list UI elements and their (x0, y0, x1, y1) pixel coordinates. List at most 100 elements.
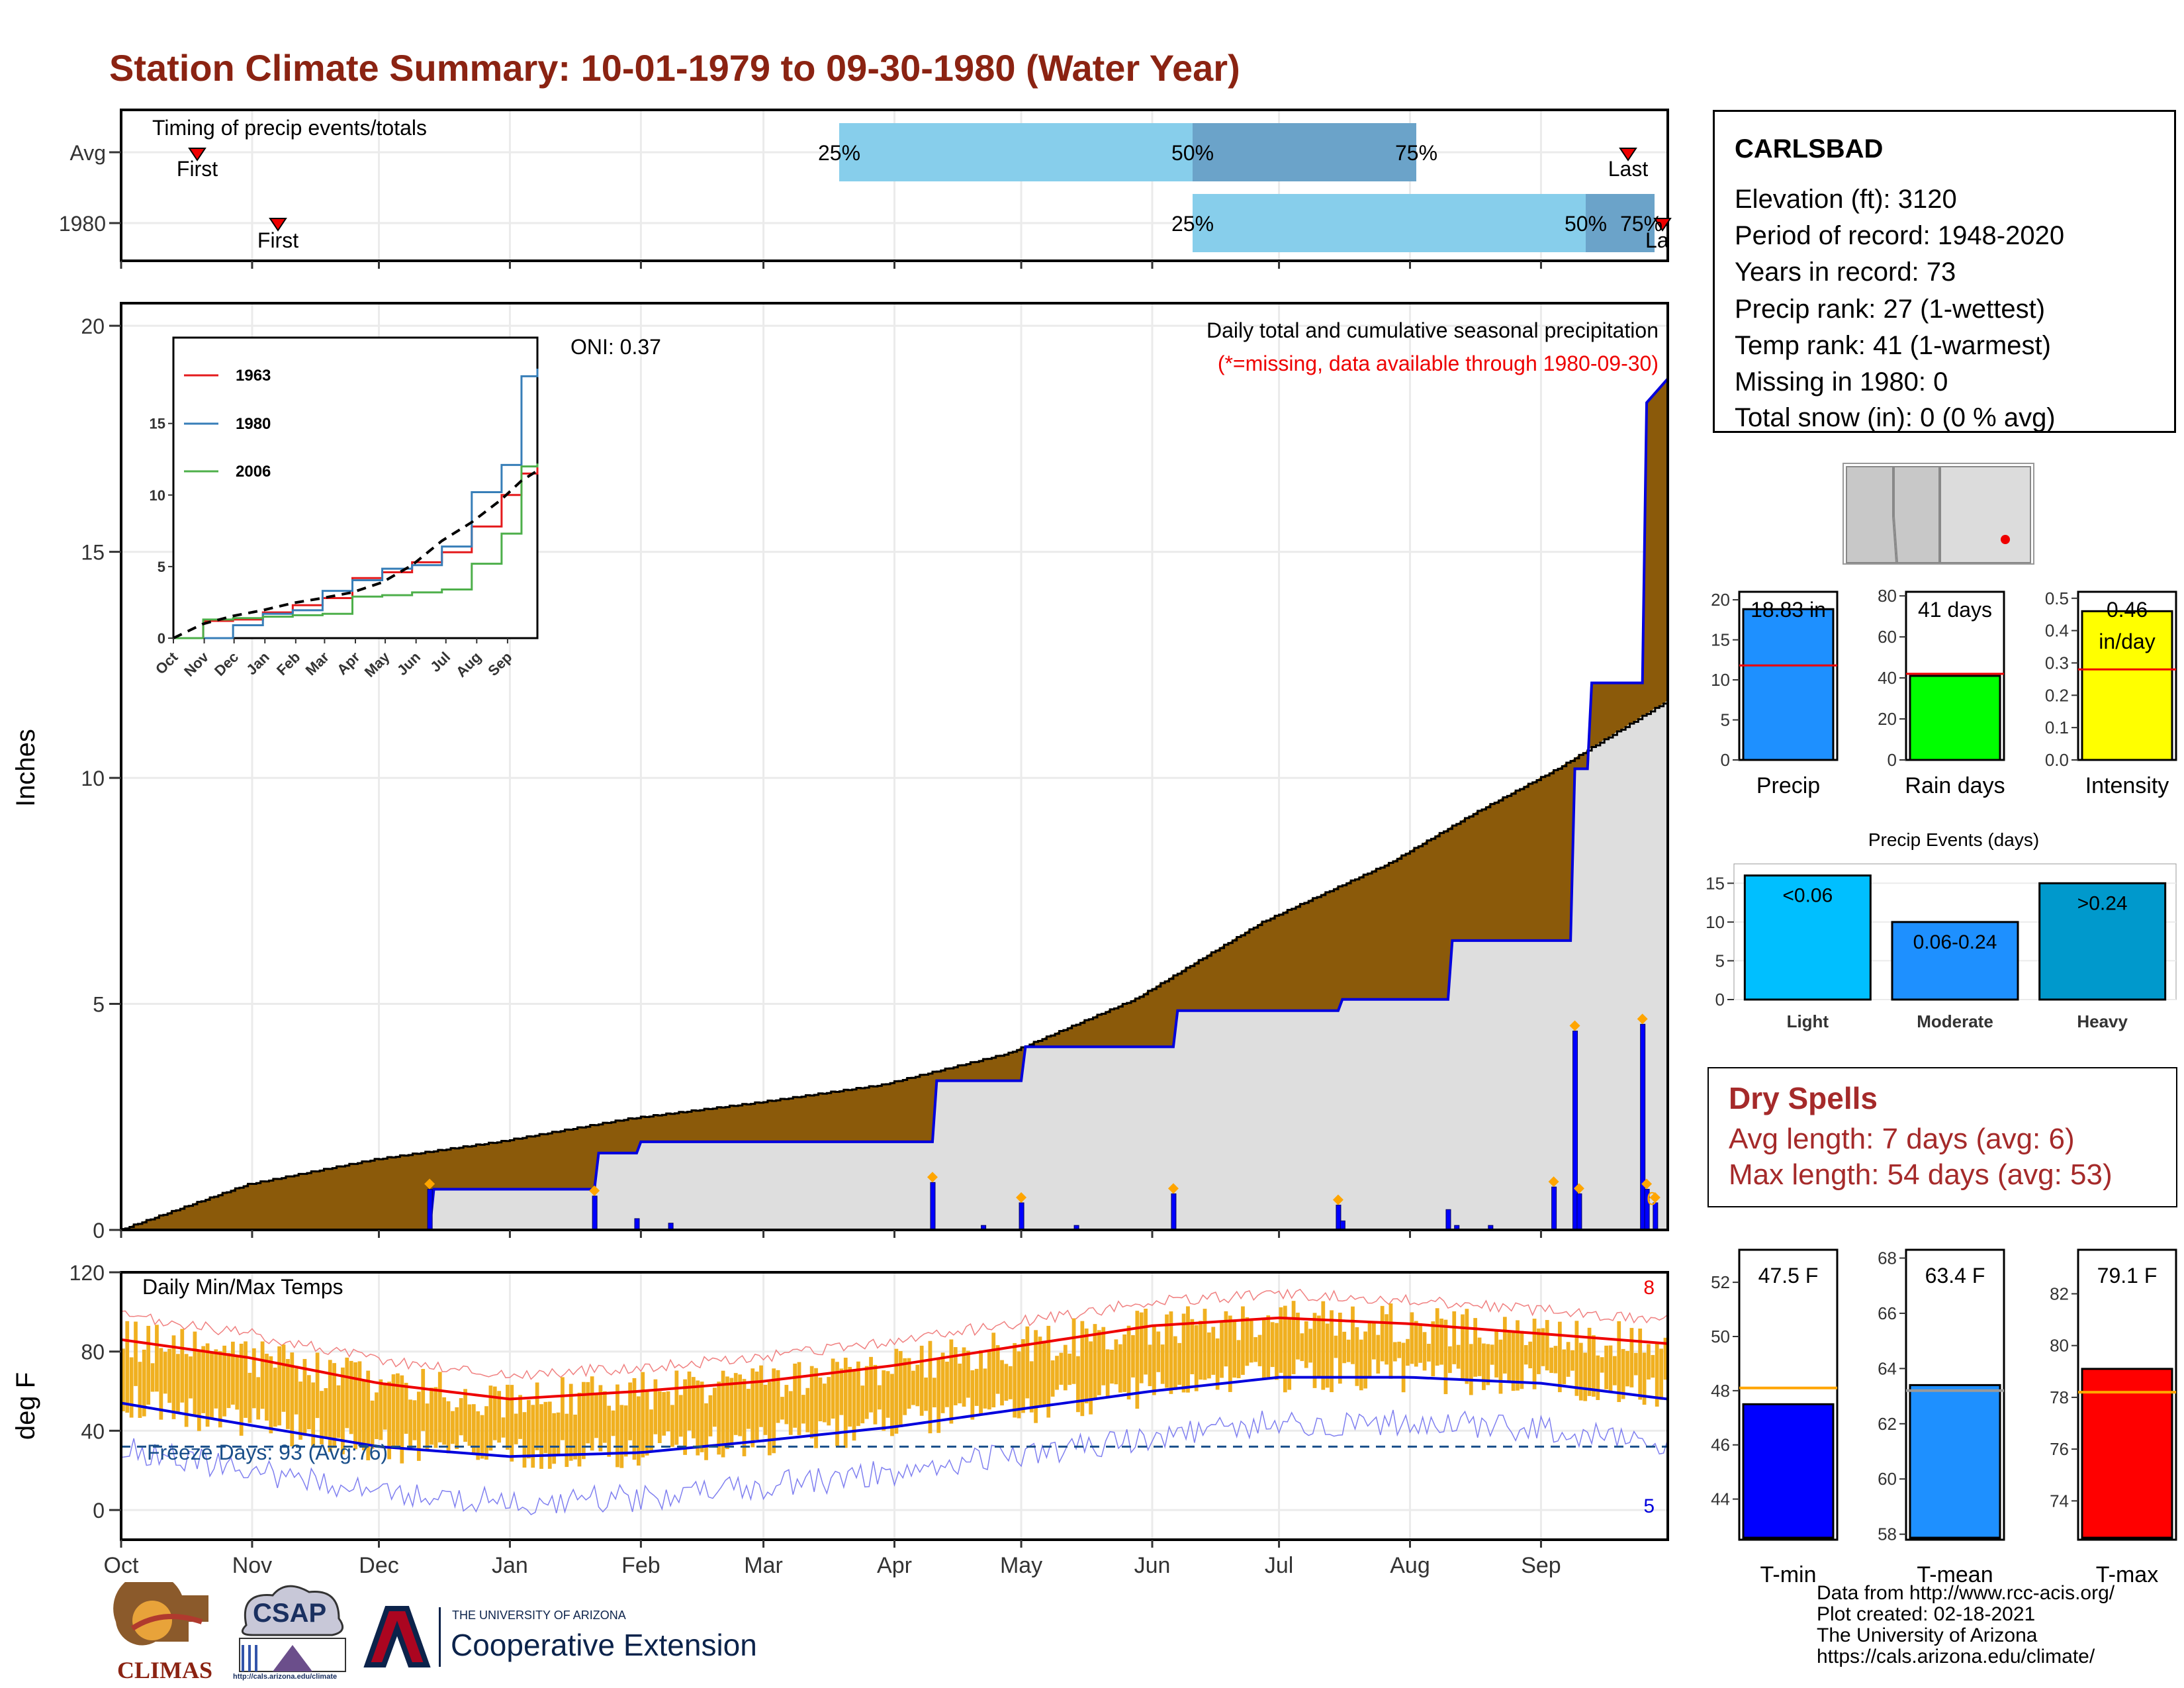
temp-daily-bar (1537, 1328, 1541, 1374)
temp-daily-bar (666, 1391, 670, 1432)
temp-daily-bar (1139, 1312, 1144, 1383)
temp-daily-bar (1596, 1355, 1600, 1401)
temp-daily-bar (1422, 1332, 1427, 1371)
temp-daily-bar (1169, 1311, 1173, 1394)
temp-daily-bar (759, 1365, 763, 1427)
temp-daily-bar (1342, 1331, 1347, 1364)
temp-daily-bar (1253, 1336, 1257, 1362)
temp-daily-bar (121, 1348, 125, 1412)
precip-total-value: 18.83 in (1751, 598, 1826, 622)
temp-daily-bar (416, 1391, 421, 1461)
temp-daily-bar (1600, 1357, 1604, 1373)
ua-logo: A THE UNIVERSITY OF ARIZONA Cooperative … (361, 1602, 758, 1675)
temp-daily-bar (674, 1370, 679, 1445)
t-max-tick-label: 80 (2050, 1336, 2069, 1356)
temp-daily-bar (539, 1404, 543, 1469)
temp-daily-bar (919, 1345, 924, 1416)
ua-emblem (363, 1606, 431, 1667)
month-axis-label: May (1000, 1553, 1042, 1578)
temp-daily-bar (1279, 1307, 1283, 1373)
daily-precip-bar (1445, 1209, 1451, 1231)
temp-daily-bar (974, 1368, 979, 1406)
temp-daily-bar (1013, 1342, 1017, 1418)
temp-daily-bar (1089, 1341, 1093, 1415)
precip-season-fill (121, 700, 1668, 1230)
timing-avg-bar-25-50 (839, 123, 1193, 181)
ua-logo-big: Cooperative Extension (451, 1628, 757, 1662)
daily-precip-marker (1569, 1020, 1580, 1031)
temp-daily-bar (1418, 1323, 1423, 1363)
temp-daily-bar (125, 1321, 130, 1413)
temp-daily-bar (391, 1374, 396, 1447)
temp-daily-bar (324, 1387, 328, 1438)
temp-daily-bar (1203, 1309, 1207, 1380)
temp-daily-bar (569, 1383, 573, 1461)
temp-daily-bar (1351, 1306, 1355, 1364)
temp-daily-bar (1439, 1318, 1443, 1365)
temp-daily-bar (966, 1350, 970, 1398)
rain-days-tick-label: 0 (1888, 750, 1897, 770)
month-axis-label: Mar (744, 1553, 783, 1578)
station-missing: Missing in 1980: 0 (1735, 367, 1948, 397)
temp-daily-bar (936, 1358, 941, 1433)
temp-daily-bar (1181, 1313, 1186, 1393)
temp-daily-bar (717, 1382, 721, 1455)
temp-daily-bar (1084, 1328, 1089, 1403)
temp-daily-bar (142, 1349, 146, 1417)
intensity-tick-label: 0.3 (2045, 653, 2069, 673)
ua-logo-small: THE UNIVERSITY OF ARIZONA (452, 1609, 626, 1622)
temp-daily-bar (729, 1378, 734, 1446)
precip-y-tick-label: 10 (81, 767, 105, 790)
ua-logo-divider (439, 1607, 441, 1667)
temp-daily-bar (1334, 1335, 1338, 1358)
temp-daily-bar (543, 1401, 548, 1454)
event-bar-light (1743, 874, 1872, 1001)
temp-daily-bar (531, 1405, 535, 1468)
temp-daily-bar (205, 1343, 210, 1427)
temp-daily-bar (1017, 1351, 1021, 1419)
temp-record-low-line (120, 1409, 1668, 1515)
temp-daily-bar (471, 1404, 476, 1454)
temp-daily-bar (797, 1362, 801, 1435)
temp-daily-bar (488, 1385, 493, 1451)
temp-daily-bar (843, 1358, 848, 1448)
temp-daily-bar (349, 1360, 353, 1434)
temp-daily-bar (561, 1377, 565, 1440)
events-title: Precip Events (days) (1868, 829, 2039, 850)
month-axis-label: Oct (104, 1553, 139, 1578)
temp-daily-bar (1325, 1323, 1330, 1388)
t-max-tick-label: 78 (2050, 1387, 2069, 1407)
temp-daily-bar (1638, 1329, 1643, 1400)
temp-daily-bar (1608, 1345, 1613, 1392)
temp-daily-bar (1520, 1331, 1524, 1389)
temp-daily-bar (1249, 1321, 1253, 1363)
temp-daily-bar (598, 1385, 603, 1452)
temp-daily-bar (1110, 1349, 1114, 1384)
temp-daily-bar (565, 1413, 569, 1468)
temp-daily-bar (366, 1370, 371, 1461)
precip-count-label: 6 (1647, 1188, 1657, 1209)
temp-daily-bar (1000, 1360, 1004, 1406)
temp-daily-bar (924, 1378, 928, 1411)
temp-daily-bar (581, 1382, 586, 1460)
timing-avg-bar-50-75 (1193, 123, 1416, 181)
timing-yr-last-marker (1653, 218, 1672, 232)
daily-precip-bar (634, 1218, 640, 1231)
temp-y-tick-label: 0 (93, 1499, 105, 1523)
temp-daily-bar (1629, 1328, 1634, 1387)
daily-precip-bar (1019, 1202, 1024, 1231)
precip-missing-note: (*=missing, data available through 1980-… (1218, 352, 1659, 375)
climas-logo-text: CLIMAS (117, 1657, 213, 1683)
temp-daily-bar (590, 1376, 594, 1451)
temp-daily-bar (510, 1385, 514, 1462)
temp-daily-bar (1617, 1321, 1621, 1403)
temp-daily-bar (235, 1356, 240, 1410)
precip-1980-cumulative-line (121, 377, 1669, 1231)
intensity-tick-label: 0.0 (2045, 750, 2069, 770)
daily-precip-bar (1551, 1186, 1557, 1231)
temp-daily-bar (189, 1356, 193, 1399)
oni-value: ONI: 0.37 (570, 335, 661, 359)
temp-daily-bar (1367, 1323, 1372, 1378)
temp-daily-bar (1063, 1344, 1068, 1391)
